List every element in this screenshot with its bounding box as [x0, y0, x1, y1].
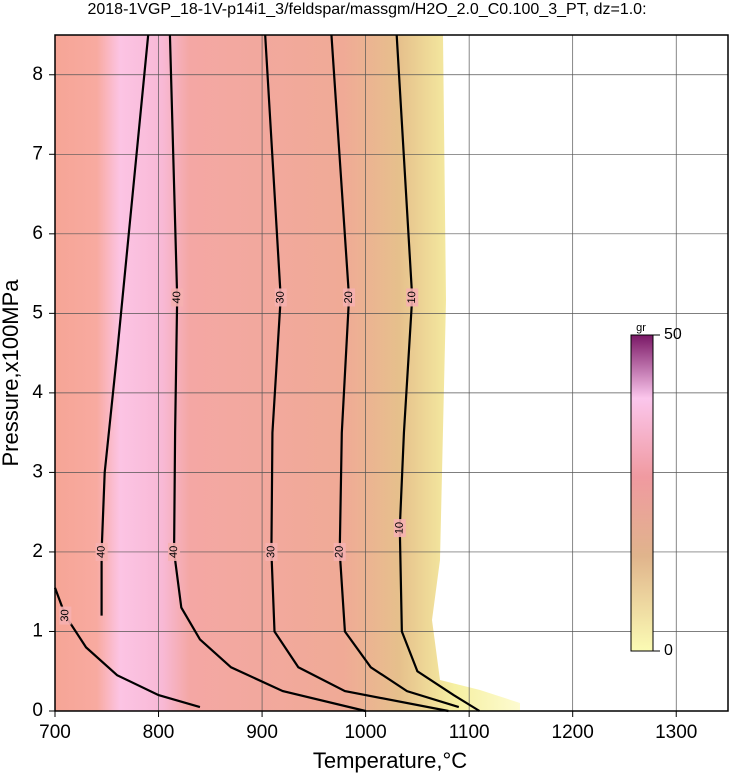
plot-frame: [54, 34, 729, 712]
contour-label-bg: [274, 288, 287, 307]
contour-label-bg: [171, 288, 184, 307]
contour-label: 30: [59, 609, 71, 622]
y-tick-label: 6: [32, 223, 43, 244]
x-tick-label: 700: [39, 722, 71, 743]
y-tick-label: 3: [32, 461, 43, 482]
contour-label: 40: [95, 546, 107, 559]
colorbar-label: gr: [636, 322, 646, 334]
filled-region: [55, 35, 520, 711]
contours: 40 30 40 40 30 30 20 20 10 10: [53, 34, 481, 713]
contour-line: [395, 34, 481, 712]
contour-line: [330, 34, 460, 709]
y-axis-label: Pressure,x100MPa: [0, 279, 23, 467]
contour-label-bg: [343, 288, 356, 307]
contour-label-bg: [406, 288, 419, 307]
colorbar-tick-label: 0: [664, 642, 673, 659]
colorbar-tick-label: 50: [664, 326, 682, 343]
y-tick-label: 8: [32, 64, 43, 85]
contour-label-bg: [168, 542, 181, 561]
colorbar: [630, 334, 654, 652]
contour-line: [264, 34, 449, 713]
y-tick-label: 2: [32, 541, 43, 562]
x-tick-label: 1200: [552, 722, 594, 743]
grid: [54, 35, 728, 712]
x-tick-label: 800: [143, 722, 175, 743]
y-tick-label: 4: [32, 382, 43, 403]
x-tick-label: 1100: [449, 722, 490, 743]
contour-label-bg: [95, 542, 108, 561]
contour-line: [168, 34, 366, 713]
y-tick-label: 7: [32, 143, 43, 164]
contour-label: 30: [265, 546, 277, 559]
y-tick-label: 0: [32, 700, 43, 721]
y-tick-label: 5: [32, 302, 43, 323]
contour-label: 20: [343, 291, 355, 304]
contour-line: [100, 34, 150, 616]
contour-label: 40: [171, 291, 183, 304]
contour-label-bg: [265, 542, 278, 561]
contour-label: 30: [274, 291, 286, 304]
chart-title: 2018-1VGP_18-1V-p14i1_3/feldspar/massgm/…: [87, 1, 646, 18]
x-tick-label: 900: [246, 722, 278, 743]
contour-label: 10: [406, 291, 418, 304]
y-tick-label: 1: [32, 620, 43, 641]
contour-label-bg: [59, 606, 72, 625]
contour-label-bg: [333, 542, 346, 561]
x-tick-label: 1300: [655, 722, 697, 743]
x-axis-label: Temperature,°C: [313, 748, 467, 773]
contour-label-bg: [393, 519, 406, 538]
contour-label: 40: [168, 546, 180, 559]
contour-label: 20: [333, 546, 345, 559]
contour-label: 10: [393, 522, 405, 535]
x-tick-label: 1000: [344, 722, 386, 743]
